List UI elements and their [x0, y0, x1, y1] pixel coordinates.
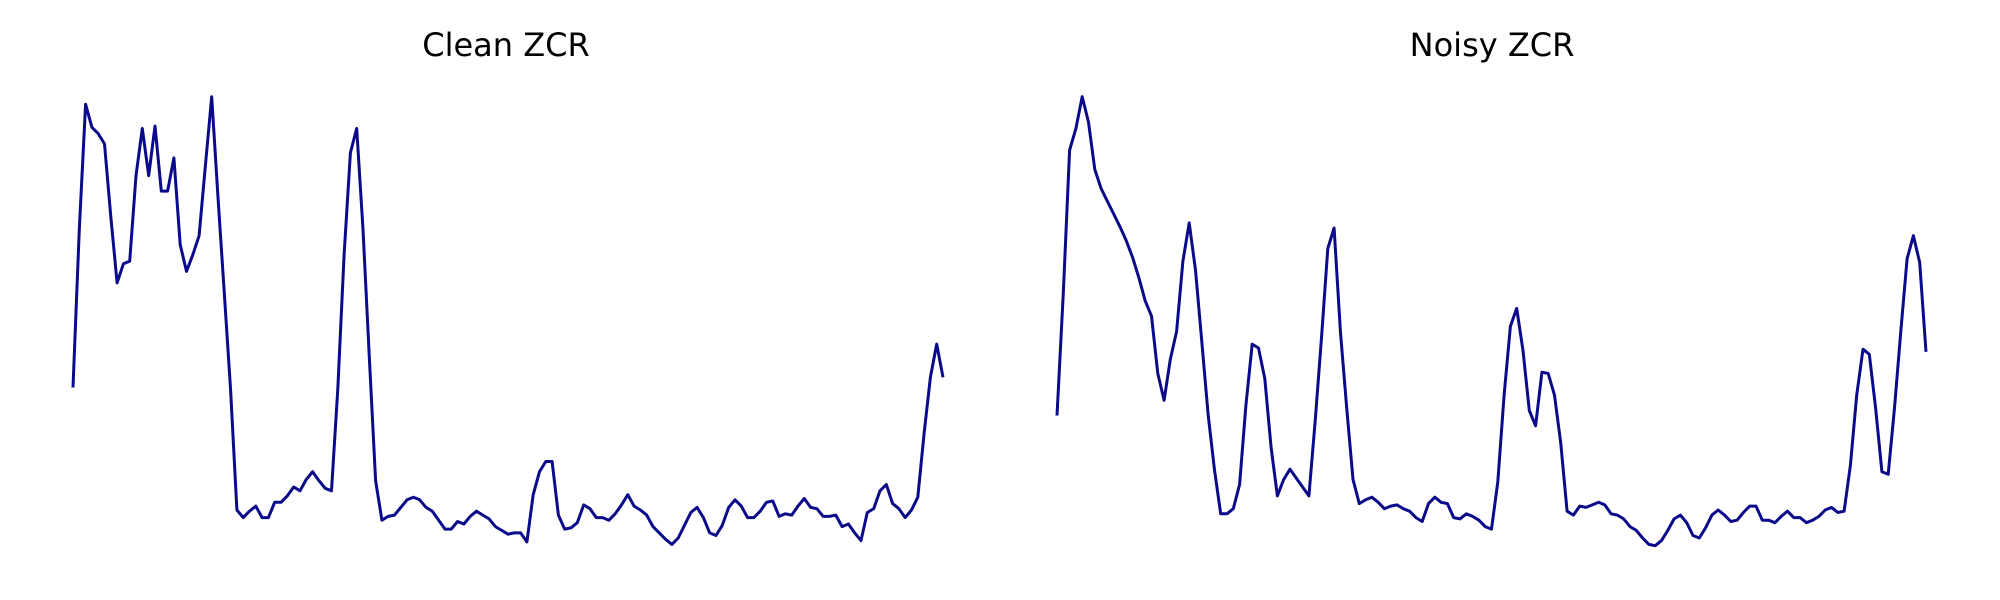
line-series — [71, 95, 945, 546]
chart-title: Noisy ZCR — [1410, 26, 1575, 64]
line-series — [1055, 95, 1928, 548]
chart-title: Clean ZCR — [422, 26, 589, 64]
